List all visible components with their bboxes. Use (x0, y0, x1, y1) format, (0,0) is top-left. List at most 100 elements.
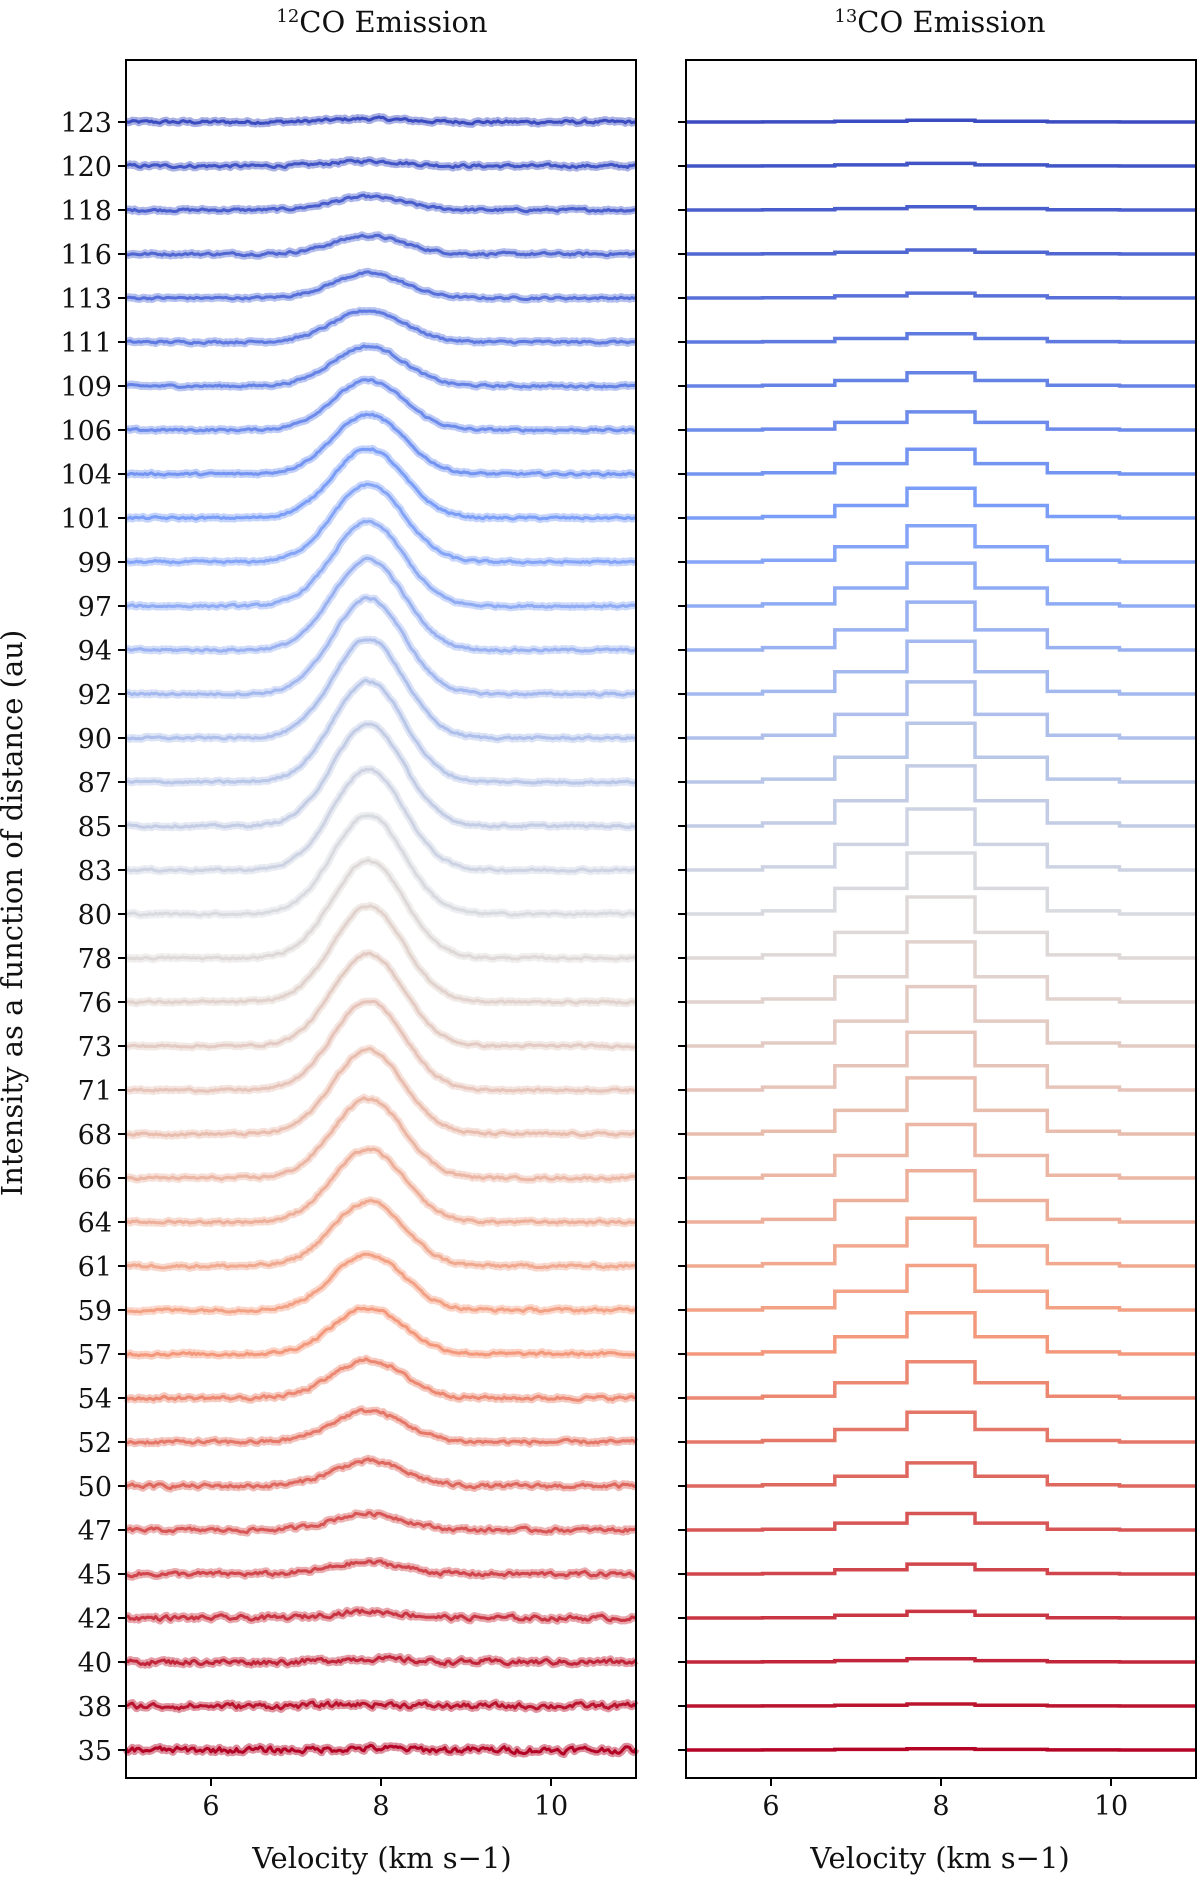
y-tick-label: 54 (78, 1384, 112, 1415)
spectrum-12co-line (125, 1608, 637, 1623)
spectrum-12co-line (125, 556, 637, 653)
spectrum-13co-step (686, 1410, 1196, 1444)
spectrum-13co-step (686, 764, 1196, 828)
spectrum-13co-step (686, 1076, 1196, 1136)
spectrum-12co-line (125, 767, 637, 873)
spectrum-12co-line (125, 158, 637, 170)
spectrum-12co-line (125, 1559, 637, 1579)
spectrum-12co-line (125, 193, 636, 214)
y-tick-label: 111 (60, 328, 112, 359)
spectrum-12co-line (125, 1198, 637, 1270)
y-tick-label: 113 (60, 284, 112, 315)
y-tick-label: 61 (78, 1252, 112, 1283)
panel-13co-spectra (686, 118, 1196, 1752)
y-tick-label: 52 (78, 1428, 112, 1459)
spectrum-12co-line (125, 951, 637, 1049)
spectrum-13co-step (686, 1030, 1196, 1092)
spectrum-12co-line (126, 858, 637, 961)
spectrum-12co-line (125, 378, 637, 433)
y-tick-label: 106 (60, 416, 112, 447)
spectrum-13co-step (686, 984, 1196, 1048)
y-tick-label: 45 (78, 1560, 112, 1591)
spectrum-12co-line (125, 1096, 637, 1182)
panel-13co-x-axis-label: Velocity (km s−1) (809, 1841, 1070, 1875)
spectrum-12co-line (125, 1357, 637, 1402)
panel-12co-title-text: CO Emission (299, 5, 487, 39)
x-tick-label: 6 (202, 1791, 219, 1822)
spectrum-12co-line (125, 412, 637, 477)
panel-13co-title-text: CO Emission (857, 5, 1045, 39)
spectrum-12co-line (125, 447, 637, 521)
spectrum-13co-step (686, 523, 1196, 564)
spectrum-13co-step (686, 1656, 1196, 1664)
y-tick-label: 104 (60, 460, 112, 491)
spectrum-12co-line (125, 1047, 637, 1138)
panel-13co-title: 13CO Emission (834, 5, 1045, 39)
spectrum-12co-line (125, 1000, 637, 1093)
x-tick-label: 10 (1094, 1791, 1128, 1822)
spectrum-13co-step (686, 291, 1196, 300)
y-tick-label: 50 (78, 1472, 112, 1503)
y-tick-label: 87 (78, 768, 112, 799)
spectrum-13co-step (686, 561, 1196, 608)
y-tick-label: 97 (78, 592, 112, 623)
spectrum-12co-line (125, 115, 637, 126)
spectrum-13co-step (686, 332, 1196, 344)
spectrum-13co-step (686, 486, 1196, 520)
spectrum-12co-line (125, 270, 637, 301)
y-tick-label: 94 (78, 636, 112, 667)
spectrum-13co-step (686, 895, 1196, 960)
x-tick-label: 8 (932, 1791, 949, 1822)
spectrum-12co-line (125, 1655, 637, 1667)
panel-13co-y-ticks (678, 121, 686, 1751)
y-tick-label: 99 (78, 548, 112, 579)
y-tick-label: 38 (78, 1692, 112, 1723)
panel-12co-x-axis-label: Velocity (km s−1) (251, 1841, 512, 1875)
y-tick-label: 85 (78, 812, 112, 843)
y-tick-label: 64 (78, 1208, 112, 1239)
x-tick-label: 10 (534, 1791, 568, 1822)
spectrum-13co-step (686, 1562, 1196, 1576)
spectrum-12co-band (124, 1093, 638, 1184)
spectrum-13co-step (686, 600, 1196, 652)
y-tick-label: 40 (78, 1648, 112, 1679)
panel-12co-x-ticks: 6 8 10 (202, 1778, 568, 1822)
spectrum-12co-line (125, 904, 637, 1005)
spectrum-13co-step (686, 1311, 1196, 1356)
spectrum-13co-step (686, 248, 1196, 256)
spectrum-12co-line (125, 1252, 637, 1314)
spectrum-13co-step (686, 1511, 1196, 1532)
y-tick-label: 120 (60, 152, 112, 183)
spectrum-13co-step (686, 1461, 1196, 1488)
spectrum-12co-line (125, 1306, 637, 1358)
y-tick-label: 68 (78, 1120, 112, 1151)
spectrum-12co-line (125, 1147, 637, 1225)
y-tick-label: 109 (60, 372, 112, 403)
y-tick-label: 101 (60, 504, 112, 535)
spectrum-12co-line (126, 678, 637, 785)
panel-12co-frame (125, 59, 637, 1779)
panel-12co-y-ticks: 123 120 118 116 113 111 109 106 104 101 99 97 94 92 90… (60, 108, 126, 1767)
y-tick-label: 78 (78, 944, 112, 975)
spectrum-13co-step (686, 1746, 1196, 1752)
spectrum-13co-step (686, 447, 1196, 476)
y-tick-label: 80 (78, 900, 112, 931)
spectrum-12co-line (125, 344, 637, 389)
y-axis-label: Intensity as a function of distance (au) (0, 630, 29, 1197)
spectrum-13co-step (686, 807, 1196, 872)
y-tick-label: 76 (78, 988, 112, 1019)
spectrum-12co-line (125, 1407, 637, 1446)
spectrum-13co-step (686, 1702, 1196, 1708)
spectrum-12co-band (124, 267, 638, 304)
spectrum-12co-band (124, 1304, 638, 1360)
panel-12co-title: 12CO Emission (276, 5, 487, 39)
spectrum-13co-step (686, 1359, 1196, 1400)
spectrum-12co-line (125, 638, 637, 741)
y-tick-label: 42 (78, 1604, 112, 1635)
spectrum-12co-line (125, 1457, 637, 1491)
y-tick-label: 116 (60, 240, 112, 271)
spectrum-12co-line (125, 596, 637, 697)
y-tick-label: 90 (78, 724, 112, 755)
y-tick-label: 83 (78, 856, 112, 887)
